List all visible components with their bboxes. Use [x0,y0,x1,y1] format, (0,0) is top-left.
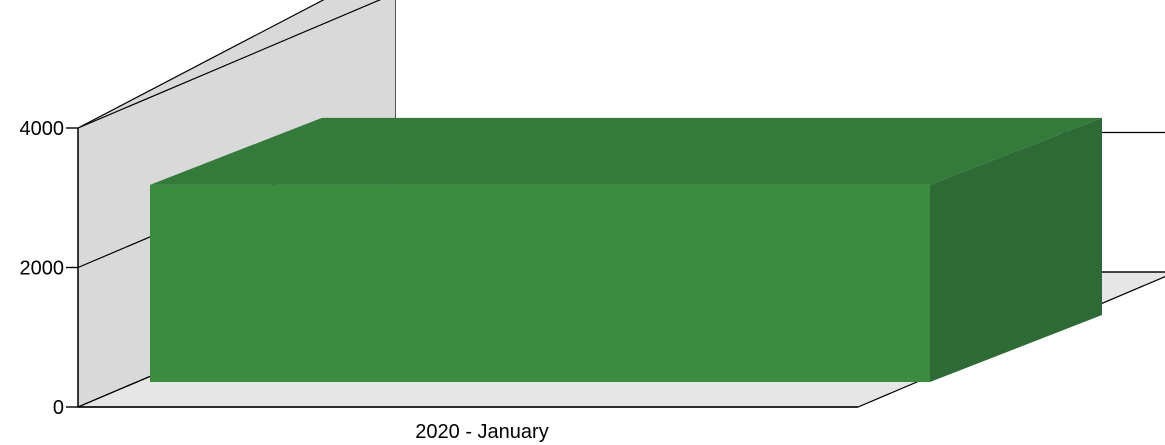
bar-top-face [150,117,1102,185]
y-axis: 0 2000 4000 [20,118,79,419]
x-tick-label-0: 2020 - January [415,421,548,443]
bar-series [150,117,1102,382]
x-axis: 2020 - January [78,406,858,443]
y-tick-label-2000: 2000 [20,258,65,280]
y-tick-label-4000: 4000 [20,118,65,140]
y-tick-label-0: 0 [53,397,64,419]
bar-2020-january [150,184,930,382]
bar-side-face [930,117,1102,382]
gridline-side-4000 [77,0,382,129]
